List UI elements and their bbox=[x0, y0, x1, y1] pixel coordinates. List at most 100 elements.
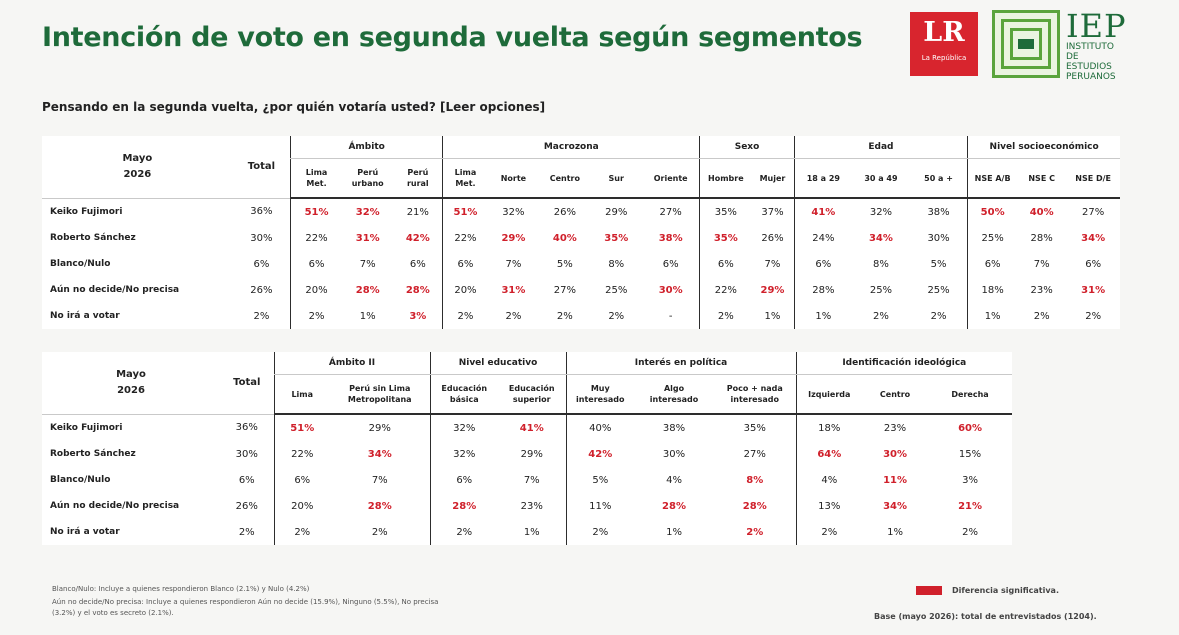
significant-value-cell: 29% bbox=[501, 232, 526, 244]
value-cell: 2% bbox=[962, 526, 978, 538]
footnotes: Blanco/Nulo: Incluye a quienes respondie… bbox=[52, 583, 438, 618]
significant-value-cell: 42% bbox=[405, 232, 430, 244]
column-header: Oriente bbox=[641, 158, 700, 199]
column-header: 30 a 49 bbox=[852, 158, 910, 199]
iep-emblem-icon bbox=[992, 10, 1060, 78]
value-cell: 4% bbox=[666, 474, 682, 486]
group-header: Ámbito bbox=[290, 136, 443, 159]
column-header: Algo interesado bbox=[634, 374, 715, 415]
value-cell: 29% bbox=[605, 206, 628, 218]
footnote: Aún no decide/No precisa: Incluye a quie… bbox=[52, 598, 439, 606]
column-header-line: NSE D/E bbox=[1075, 173, 1112, 183]
segments-table-1: Mayo 2026 Total Ámbito Macrozona Sexo Edad Nive… bbox=[42, 136, 1120, 329]
column-header-line: Lima bbox=[291, 389, 314, 399]
significant-value-cell: 28% bbox=[662, 500, 686, 512]
value-cell: 2% bbox=[442, 303, 488, 329]
row-label: Roberto Sánchez bbox=[50, 233, 136, 243]
significant-value-cell: 28% bbox=[405, 284, 430, 296]
value-cell: 35% bbox=[743, 422, 766, 434]
value-cell: 15% bbox=[958, 448, 982, 460]
column-header-line: Derecha bbox=[951, 389, 989, 399]
table-row: Roberto Sánchez 30% 22% 31% 42% 22% 29% 40% 35% 3… bbox=[42, 225, 1120, 251]
significant-value-cell: 40% bbox=[552, 232, 577, 244]
column-header-line: Norte bbox=[500, 173, 527, 183]
value-cell: 26% bbox=[761, 232, 784, 244]
value-cell: 4% bbox=[795, 467, 863, 493]
value-cell: 27% bbox=[743, 448, 766, 460]
column-header: 18 a 29 bbox=[793, 158, 853, 199]
value-cell: 27% bbox=[1082, 206, 1105, 218]
value-cell: 18% bbox=[967, 277, 1018, 303]
significant-value-cell: 28% bbox=[429, 493, 498, 519]
column-header-line: NSE A/B bbox=[974, 173, 1011, 183]
significant-value-cell: 31% bbox=[355, 232, 380, 244]
column-header-line: interesado bbox=[576, 395, 625, 404]
value-cell: 2% bbox=[930, 310, 947, 322]
value-cell: 23% bbox=[883, 422, 907, 434]
value-cell: 29% bbox=[368, 422, 391, 434]
value-cell: 25% bbox=[605, 284, 628, 296]
value-cell: 25% bbox=[967, 225, 1018, 251]
row-label: Roberto Sánchez bbox=[50, 449, 136, 459]
value-cell: 7% bbox=[505, 258, 522, 270]
column-header-line: Lima bbox=[454, 168, 477, 177]
value-cell: 6% bbox=[1085, 258, 1102, 270]
value-cell: 13% bbox=[795, 493, 863, 519]
column-header-line: Centro bbox=[879, 389, 911, 399]
corner-header-line: 2026 bbox=[117, 384, 145, 396]
footnote: (3.2%) y el voto es secreto (2.1%). bbox=[52, 609, 174, 617]
significant-value-cell: 34% bbox=[367, 448, 392, 460]
value-cell: 2% bbox=[795, 519, 863, 545]
iep-logo-text: IEP bbox=[1066, 7, 1127, 45]
page-title: Intención de voto en segunda vuelta segú… bbox=[42, 22, 863, 53]
value-cell: 6% bbox=[273, 467, 330, 493]
column-header: Lima Met. bbox=[442, 158, 488, 199]
value-cell: 2% bbox=[873, 310, 889, 322]
significant-value-cell: 30% bbox=[883, 448, 907, 460]
segments-table-2: Mayo 2026 Total Ámbito II Nivel educativo Int… bbox=[42, 352, 1013, 545]
value-cell: 5% bbox=[930, 258, 947, 270]
table-row: Keiko Fujimori 36% 51% 32% 21% 51% 32% 26% 29% 27… bbox=[42, 198, 1120, 225]
significant-value-cell: 40% bbox=[1029, 206, 1054, 218]
column-header: Perú rural bbox=[393, 158, 443, 199]
value-cell: 2% bbox=[273, 519, 330, 545]
corner-header: Mayo 2026 bbox=[42, 136, 233, 199]
column-header: Lima Met. bbox=[290, 158, 342, 199]
row-label: Aún no decide/No precisa bbox=[50, 501, 180, 511]
sample-base-note: Base (mayo 2026): total de entrevistados… bbox=[874, 612, 1097, 621]
significant-value-cell: 35% bbox=[699, 225, 752, 251]
column-header-line: básica bbox=[449, 395, 479, 404]
value-cell: 27% bbox=[659, 206, 682, 218]
value-cell: 7% bbox=[371, 474, 388, 486]
table-row: Aún no decide/No precisa 26% 20% 28% 28% 20% 3… bbox=[42, 277, 1120, 303]
table-row: No irá a votar 2% 2% 2% 2% 1% 2% 1% 2% 2% 1% 2% bbox=[42, 519, 1012, 545]
value-cell: 2% bbox=[608, 310, 625, 322]
group-header: Ámbito II bbox=[273, 352, 430, 375]
value-cell: 6% bbox=[409, 258, 426, 270]
column-header-line: Algo bbox=[663, 384, 685, 393]
row-label: No irá a votar bbox=[50, 527, 120, 537]
row-label: Keiko Fujimori bbox=[50, 206, 123, 217]
value-cell: 20% bbox=[290, 277, 342, 303]
value-cell: 23% bbox=[520, 500, 543, 512]
value-cell: 28% bbox=[1030, 232, 1053, 244]
column-header: Perú urbano bbox=[342, 158, 394, 199]
significant-value-cell: 21% bbox=[958, 500, 983, 512]
value-cell: 11% bbox=[565, 493, 635, 519]
significant-value-cell: 41% bbox=[519, 422, 544, 434]
significant-value-cell: 50% bbox=[967, 198, 1018, 225]
column-header-line: Poco + nada bbox=[726, 384, 783, 393]
value-cell: 25% bbox=[869, 284, 893, 296]
column-header-line: NSE C bbox=[1028, 173, 1055, 183]
value-cell: 6% bbox=[662, 258, 679, 270]
row-label: Keiko Fujimori bbox=[50, 422, 123, 433]
corner-header: Mayo 2026 bbox=[42, 352, 220, 415]
significant-value-cell: 51% bbox=[442, 198, 488, 225]
column-header: Lima bbox=[273, 374, 330, 415]
column-header: Centro bbox=[862, 374, 929, 415]
table-row: Roberto Sánchez 30% 22% 34% 32% 29% 42% 30% 27% 6… bbox=[42, 441, 1012, 467]
significant-value-cell: 11% bbox=[883, 474, 907, 486]
column-header: Educación superior bbox=[498, 374, 567, 415]
row-label: No irá a votar bbox=[50, 311, 120, 321]
table-row: Keiko Fujimori 36% 51% 29% 32% 41% 40% 38% 35% 18… bbox=[42, 414, 1012, 441]
